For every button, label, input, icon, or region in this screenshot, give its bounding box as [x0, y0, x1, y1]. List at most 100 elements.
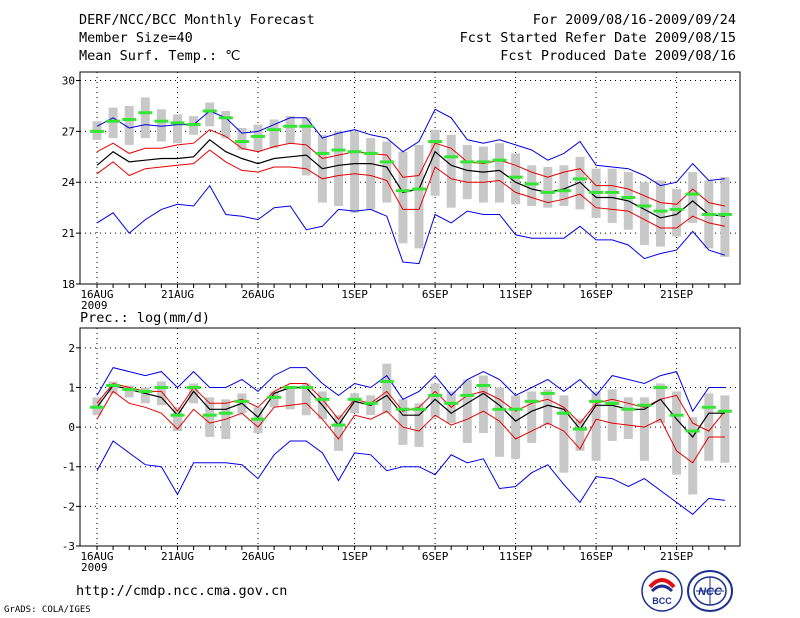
temp-ensemble-box: [656, 180, 665, 247]
temp-median-mark: [347, 150, 362, 154]
temp-median-mark: [669, 207, 684, 211]
temp-median-mark: [138, 111, 153, 115]
prec-median-mark: [653, 385, 668, 389]
temp-xtick-label: 26AUG: [241, 288, 274, 301]
temp-median-mark: [122, 117, 137, 121]
temp-ytick-label: 21: [62, 227, 75, 240]
temp-median-mark: [540, 190, 555, 194]
prec-ensemble-box: [301, 383, 311, 416]
prec-xtick-label: 16SEP: [580, 550, 613, 563]
prec-median-mark: [218, 411, 233, 415]
prec-median-mark: [138, 389, 153, 393]
prec-mean-minus-std-line: [96, 390, 725, 464]
temp-median-mark: [508, 175, 523, 179]
prec-median-mark: [524, 399, 539, 403]
member-size-label: Member Size=40: [79, 30, 193, 46]
prec-median-mark: [283, 385, 298, 389]
temp-ensemble-box: [173, 114, 182, 144]
temp-median-mark: [589, 190, 604, 194]
prec-median-mark: [685, 429, 700, 433]
temp-xtick-label: 21SEP: [660, 288, 693, 301]
temp-median-mark: [170, 121, 185, 125]
forecast-period: For 2009/08/16-2009/09/24: [532, 12, 736, 28]
prec-ensemble-box: [140, 387, 150, 404]
temp-median-mark: [154, 119, 169, 123]
prec-ensemble-box: [575, 419, 585, 451]
prec-ytick-label: -1: [62, 461, 75, 474]
temp-ensemble-box: [462, 144, 472, 200]
temp-ensemble-box: [478, 146, 488, 203]
temp-median-mark: [202, 109, 217, 113]
temp-mean-minus-std-line: [96, 149, 726, 229]
prec-xtick-label: 1SEP: [341, 550, 368, 563]
forecast-produced-date: Fcst Produced Date 2009/08/16: [500, 48, 736, 64]
variable-label: Mean Surf. Temp.: ℃: [79, 48, 241, 64]
prec-median-mark: [234, 399, 249, 403]
temp-plot-frame: [79, 71, 741, 285]
temp-median-mark: [218, 116, 233, 120]
temp-xtick-label: 21AUG: [161, 288, 194, 301]
prec-ensemble-box: [607, 389, 617, 441]
temp-ensemble-box: [511, 153, 521, 205]
prec-ytick-label: -2: [62, 500, 75, 513]
prec-ensemble-box: [398, 399, 408, 445]
prec-ensemble-box: [334, 415, 343, 451]
temp-xtick-label: 16SEP: [580, 288, 613, 301]
temp-ensemble-box: [350, 131, 360, 213]
prec-panel-title: Prec.: log(mm/d): [80, 310, 210, 326]
temp-median-mark: [476, 160, 491, 164]
prec-median-mark: [589, 399, 604, 403]
prec-ensemble-box: [478, 375, 488, 434]
prec-median-mark: [492, 407, 507, 411]
prec-median-mark: [573, 427, 587, 431]
temp-ensemble-box: [495, 143, 504, 203]
prec-mean-plus-std-line: [96, 382, 726, 432]
prec-plot-frame: [79, 327, 741, 547]
prec-median-mark: [315, 397, 330, 401]
temp-ytick-label: 24: [62, 176, 76, 189]
prec-ensemble-box: [382, 363, 392, 414]
prec-ensemble-box: [156, 381, 166, 406]
temp-median-mark: [234, 140, 249, 144]
prec-ensemble-box: [269, 391, 279, 408]
temp-ensemble-box: [639, 182, 649, 245]
temp-ensemble-box: [688, 172, 698, 223]
ncc-logo-text: NCC: [698, 586, 723, 598]
temp-median-mark: [283, 124, 298, 128]
prec-median-mark: [621, 407, 636, 411]
temp-median-mark: [90, 129, 104, 133]
prec-ytick-label: 2: [68, 342, 75, 355]
prec-xtick-label: 26AUG: [241, 550, 274, 563]
temp-median-mark: [379, 160, 394, 164]
temp-ensemble-box: [334, 131, 343, 206]
temp-ensemble-box: [382, 141, 392, 203]
prec-xtick-label: 2009: [81, 561, 108, 574]
temp-ensemble-box: [543, 166, 553, 208]
prec-median-mark: [90, 405, 104, 409]
chart-title: DERF/NCC/BCC Monthly Forecast: [79, 12, 315, 28]
forecast-start-date: Fcst Started Refer Date 2009/08/15: [459, 30, 736, 46]
temp-median-mark: [315, 151, 330, 155]
temp-ensemble-box: [398, 151, 408, 244]
prec-median-mark: [331, 423, 346, 427]
temp-ensemble-box: [285, 116, 295, 144]
prec-ensemble-box: [720, 395, 730, 463]
prec-xtick-label: 6SEP: [422, 550, 449, 563]
prec-ensemble-box: [527, 391, 537, 443]
website-url[interactable]: http://cmdp.ncc.cma.gov.cn: [76, 583, 288, 599]
ncc-logo: NCC: [687, 570, 733, 612]
temp-median-mark: [460, 160, 475, 164]
prec-ensemble-box: [639, 397, 649, 461]
temp-ensemble-box: [672, 189, 682, 237]
prec-ensemble-box: [543, 389, 553, 426]
prec-median-mark: [556, 411, 571, 415]
prec-median-mark: [669, 413, 684, 417]
temp-median-mark: [492, 158, 507, 162]
temp-ensemble-box: [156, 109, 166, 142]
prec-median-mark: [122, 387, 137, 391]
temp-ensemble-box: [446, 134, 456, 208]
temp-xtick-label: 1SEP: [341, 288, 368, 301]
temp-ensemble-box: [237, 127, 247, 151]
prec-xtick-label: 11SEP: [499, 550, 532, 563]
